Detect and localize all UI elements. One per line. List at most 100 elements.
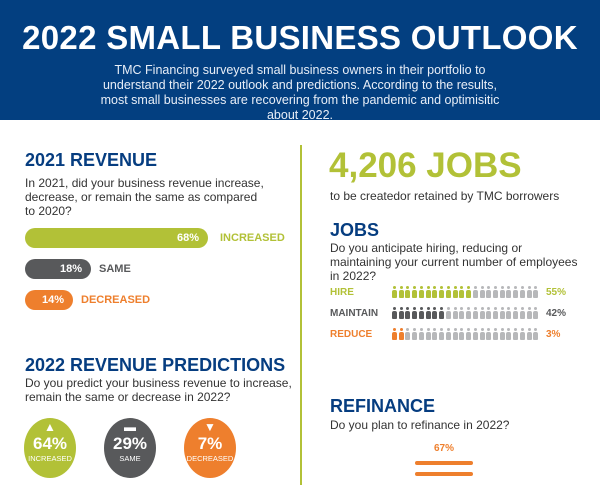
person-icon	[533, 307, 539, 319]
row-value: 3%	[546, 328, 561, 340]
bar-label-decreased: DECREASED	[81, 294, 151, 306]
minus-icon: ▬	[124, 420, 136, 434]
person-icon	[459, 328, 465, 340]
predictions-title: 2022 REVENUE PREDICTIONS	[25, 355, 286, 375]
prediction-label: DECREASED	[186, 454, 234, 463]
person-icon	[425, 328, 431, 340]
person-icon	[392, 286, 397, 298]
person-icon	[398, 307, 404, 319]
person-icon	[459, 307, 465, 319]
person-icon	[499, 307, 505, 319]
jobs-title: JOBS	[330, 220, 380, 240]
jobs-question: Do you anticipate hiring, reducing or ma…	[330, 241, 578, 283]
prediction-value: 64%	[32, 434, 68, 453]
person-icon	[479, 307, 485, 319]
person-icon	[506, 307, 512, 319]
person-icon	[513, 286, 518, 298]
person-icon	[493, 328, 498, 340]
person-icon	[526, 328, 532, 340]
person-icon	[519, 328, 525, 340]
person-icon	[472, 328, 478, 340]
triangle-up-icon: ▲	[44, 420, 56, 434]
row-label: HIRE	[330, 286, 354, 298]
column-divider	[300, 145, 302, 485]
refinance-bar	[415, 472, 473, 476]
person-icon	[425, 286, 431, 298]
refinance-title: REFINANCE	[330, 396, 436, 416]
triangle-down-icon: ▼	[204, 420, 216, 434]
person-icon	[499, 328, 505, 340]
row-label: MAINTAIN	[330, 307, 379, 319]
page-title: 2022 SMALL BUSINESS OUTLOOK	[22, 19, 578, 56]
person-icon	[466, 328, 471, 340]
prediction-value: 7%	[197, 434, 223, 453]
person-icon	[432, 286, 438, 298]
person-icon	[499, 286, 505, 298]
person-icons	[392, 286, 539, 298]
person-icon	[493, 307, 498, 319]
person-icon	[405, 286, 411, 298]
person-icon	[405, 328, 411, 340]
prediction-same: ▬ 29% SAME	[104, 418, 156, 478]
person-icon	[412, 328, 417, 340]
person-icon	[513, 307, 518, 319]
person-icon	[452, 307, 458, 319]
person-icon	[486, 328, 492, 340]
person-icons	[392, 328, 539, 340]
person-icon	[418, 286, 424, 298]
revenue-2021-question: In 2021, did your business revenue incre…	[25, 176, 264, 218]
person-icon	[486, 307, 492, 319]
prediction-label: INCREASED	[28, 454, 72, 463]
row-label: REDUCE	[330, 328, 373, 340]
revenue-2021-title: 2021 REVENUE	[25, 150, 158, 170]
person-icon	[533, 328, 539, 340]
person-icon	[466, 307, 471, 319]
person-icon	[479, 286, 485, 298]
jobs-row-reduce: REDUCE 3%	[330, 327, 560, 341]
person-icon	[486, 286, 492, 298]
person-icon	[439, 286, 444, 298]
person-icon	[405, 307, 411, 319]
person-icon	[466, 286, 471, 298]
person-icon	[445, 286, 451, 298]
person-icon	[439, 328, 444, 340]
person-icon	[472, 286, 478, 298]
refinance-question: Do you plan to refinance in 2022?	[330, 418, 510, 432]
person-icons	[392, 307, 539, 319]
intro-text: TMC Financing surveyed small business ow…	[100, 63, 500, 122]
person-icon	[439, 307, 444, 319]
person-icon	[445, 328, 451, 340]
person-icon	[425, 307, 431, 319]
person-icon	[506, 328, 512, 340]
refinance-bar	[415, 461, 473, 465]
bar-label-same: SAME	[99, 263, 131, 275]
person-icon	[392, 328, 397, 340]
person-icon	[432, 307, 438, 319]
person-icon	[526, 286, 532, 298]
person-icon	[479, 328, 485, 340]
prediction-increased: ▲ 64% INCREASED	[24, 418, 76, 478]
bar-increased: 68%	[25, 228, 208, 248]
jobs-stat-caption: to be createdor retained by TMC borrower…	[330, 189, 560, 203]
person-icon	[519, 286, 525, 298]
row-value: 42%	[546, 307, 567, 319]
person-icon	[392, 307, 397, 319]
person-icon	[459, 286, 465, 298]
bar-label-increased: INCREASED	[220, 232, 285, 244]
jobs-stat-number: 4,206 JOBS	[329, 146, 522, 185]
person-icon	[513, 328, 518, 340]
person-icon	[526, 307, 532, 319]
person-icon	[533, 286, 539, 298]
jobs-row-hire: HIRE 55%	[330, 285, 566, 299]
person-icon	[398, 286, 404, 298]
person-icon	[493, 286, 498, 298]
prediction-value: 29%	[112, 434, 148, 453]
bar-same: 18%	[25, 259, 91, 279]
prediction-decreased: ▼ 7% DECREASED	[184, 418, 236, 478]
person-icon	[412, 307, 417, 319]
predictions-question: Do you predict your business revenue to …	[25, 376, 292, 404]
refinance-value: 67%	[433, 443, 454, 454]
person-icon	[519, 307, 525, 319]
person-icon	[398, 328, 404, 340]
person-icon	[452, 286, 458, 298]
